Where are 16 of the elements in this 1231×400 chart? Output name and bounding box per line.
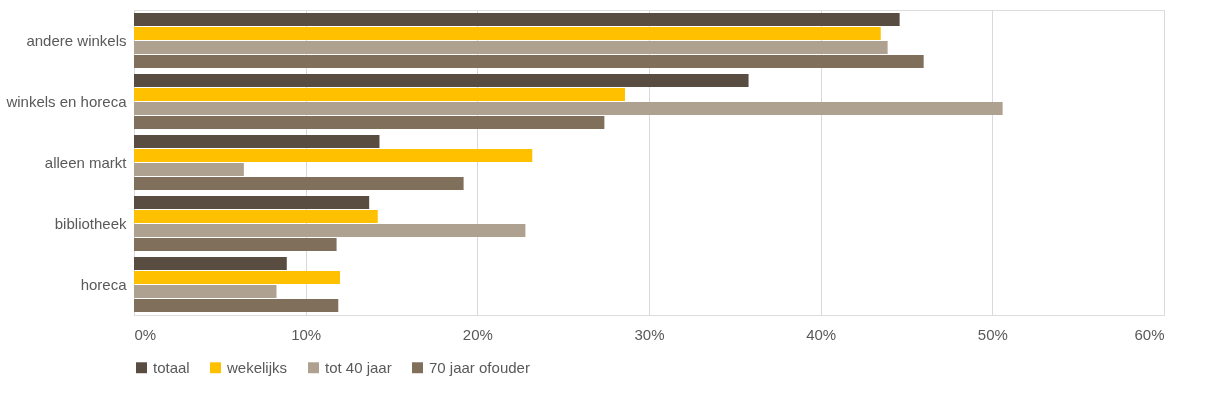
legend-label: 70 jaar ofouder [429,358,530,376]
y-tick-label: bibliotheek [54,214,127,232]
legend-label: wekelijks [226,358,288,376]
legend-label: totaal [153,358,190,376]
x-tick-label: 30% [634,325,665,343]
y-tick-label: horeca [80,275,128,293]
legend-label: tot 40 jaar [325,358,392,376]
y-tick-label: alleen markt [44,153,128,171]
x-tick-label: 50% [977,325,1008,343]
x-tick-label: 60% [1134,325,1165,343]
x-tick-label: 40% [806,325,837,343]
x-tick-label: 0% [134,325,157,343]
y-tick-label: winkels en horeca [5,92,128,110]
x-tick-label: 10% [291,325,322,343]
x-tick-label: 20% [462,325,493,343]
y-tick-label: andere winkels [26,31,127,49]
